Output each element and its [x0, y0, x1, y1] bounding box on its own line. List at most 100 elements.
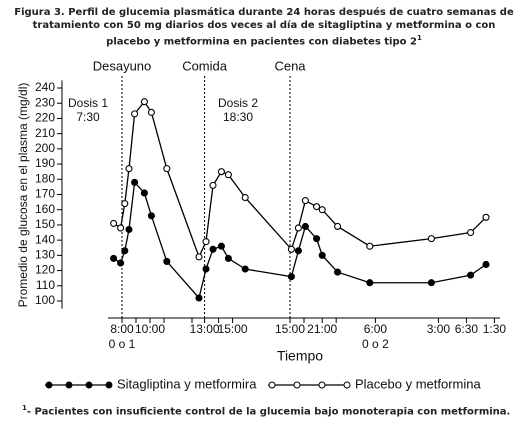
meal-label: Comida [182, 58, 228, 73]
data-point [366, 242, 374, 250]
y-tick-label: 210 [35, 126, 55, 140]
x-tick-label: 15:00 [275, 322, 305, 336]
data-point [140, 98, 148, 106]
data-point [147, 108, 155, 116]
data-point [125, 225, 133, 234]
y-tick-label: 100 [35, 293, 55, 307]
data-point [209, 245, 217, 253]
y-tick-label: 140 [35, 232, 55, 246]
y-tick-label: 200 [35, 141, 55, 155]
data-point [467, 271, 475, 279]
data-point [110, 254, 118, 262]
data-point [366, 279, 374, 287]
dose-label: 0 o 1 [109, 337, 136, 351]
data-point [121, 247, 129, 255]
data-point [209, 181, 217, 189]
y-tick-label: 150 [35, 217, 55, 231]
x-tick-label: 15:00 [218, 322, 248, 336]
x-tick-label: 13:00 [190, 322, 220, 336]
data-point [318, 251, 326, 259]
data-point [241, 265, 249, 273]
chart-title-box: Figura 3. Perfil de glucemia plasmática … [14, 6, 514, 48]
data-point [147, 212, 155, 220]
y-tick-label: 180 [35, 171, 55, 185]
y-tick-label: 190 [35, 156, 55, 170]
data-point [217, 168, 225, 176]
data-point [140, 189, 148, 197]
data-point [224, 171, 232, 179]
data-point [121, 200, 129, 208]
data-point [482, 213, 490, 221]
data-point [427, 279, 435, 287]
x-tick-label: 1:30 [483, 322, 507, 336]
footnote: - Pacientes con insuficiente control de … [26, 406, 511, 418]
data-point [195, 294, 203, 302]
data-point [301, 197, 309, 205]
legend-marker [343, 381, 351, 389]
data-point [313, 203, 321, 211]
y-tick-label: 120 [35, 263, 55, 277]
legend-marker [45, 381, 53, 389]
footnote-box: 1- Pacientes con insuficiente control de… [22, 404, 510, 417]
x-axis-label: Tiempo [277, 348, 323, 364]
data-point [287, 245, 295, 253]
x-tick-label: 10:00 [135, 322, 165, 336]
data-point [482, 260, 490, 269]
data-point [294, 247, 302, 255]
data-point [301, 222, 309, 230]
meal-label: Cena [274, 58, 306, 73]
data-point [163, 165, 171, 173]
y-tick-label: 110 [36, 278, 55, 292]
footnote-mark: 1 [22, 404, 27, 412]
annotation: Dosis 1 [68, 96, 108, 110]
meal-label: Desayuno [93, 58, 152, 73]
data-point [427, 235, 435, 243]
data-point [334, 268, 342, 276]
y-tick-label: 220 [35, 111, 55, 125]
chart-title: Figura 3. Perfil de glucemia plasmática … [14, 7, 514, 48]
legend-marker [85, 381, 93, 389]
data-point [110, 219, 118, 227]
data-point [313, 235, 321, 243]
legend-marker [293, 381, 301, 389]
legend-label: Placebo y metformina [355, 376, 481, 391]
data-point [163, 257, 171, 265]
data-point [224, 254, 232, 262]
data-point [125, 165, 133, 173]
annotation: 7:30 [76, 110, 100, 124]
data-point [287, 273, 295, 281]
legend-marker [268, 381, 276, 389]
legend-label: Sitagliptina y metformira [117, 376, 257, 391]
chart: Promedio de glucosa en el plasma (mg/dl)… [16, 58, 507, 391]
data-point [202, 265, 210, 273]
data-point [202, 238, 210, 246]
y-tick-label: 230 [35, 95, 55, 109]
x-tick-label: 6:00 [364, 322, 388, 336]
data-point [334, 222, 342, 230]
series-line [113, 180, 487, 300]
data-point [117, 224, 125, 232]
legend-marker [105, 381, 113, 389]
legend-marker [65, 381, 73, 389]
legend-marker [318, 381, 326, 389]
x-tick-label: 3:00 [427, 322, 451, 336]
y-axis-label: Promedio de glucosa en el plasma (mg/dl) [16, 83, 30, 308]
x-tick-label: 8:00 [110, 322, 134, 336]
y-tick-label: 130 [35, 248, 55, 262]
data-point [217, 242, 225, 250]
annotation: Dosis 2 [218, 96, 258, 110]
data-point [195, 253, 203, 261]
x-tick-label: 6:30 [455, 322, 479, 336]
data-point [467, 228, 475, 237]
data-point [241, 193, 249, 202]
title-superscript: 1 [416, 34, 422, 42]
x-tick-label: 21:00 [307, 322, 337, 336]
y-tick-label: 160 [35, 202, 55, 216]
y-tick-label: 240 [35, 80, 55, 94]
data-point [294, 224, 302, 232]
data-point [131, 110, 139, 118]
data-point [131, 178, 139, 186]
data-point [318, 206, 326, 214]
series-line [113, 100, 487, 259]
